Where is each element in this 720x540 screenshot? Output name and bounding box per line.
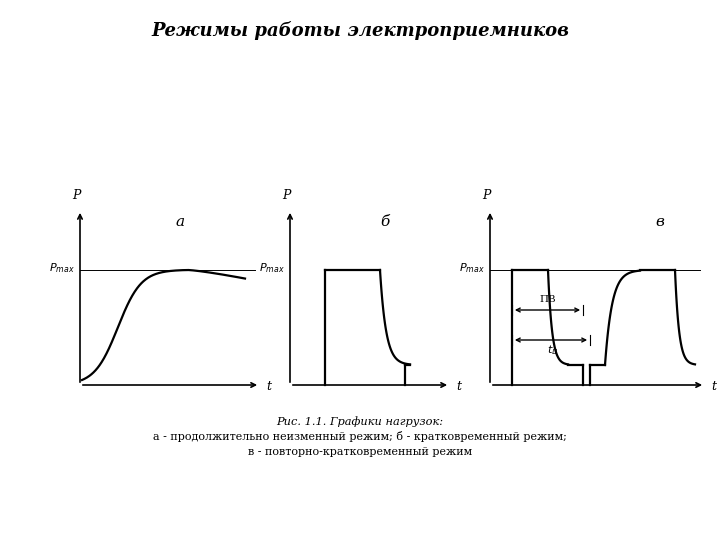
Text: а: а: [176, 215, 184, 229]
Text: P: P: [282, 189, 290, 202]
Text: $P_{max}$: $P_{max}$: [459, 261, 485, 275]
Text: б: б: [380, 215, 390, 229]
Text: $t_{ц}$: $t_{ц}$: [547, 343, 559, 358]
Text: t: t: [456, 381, 461, 394]
Text: $P_{max}$: $P_{max}$: [259, 261, 285, 275]
Text: t: t: [266, 381, 271, 394]
Text: в: в: [656, 215, 665, 229]
Text: ПВ: ПВ: [539, 295, 556, 304]
Text: P: P: [482, 189, 490, 202]
Text: P: P: [72, 189, 80, 202]
Text: а - продолжительно неизменный режим; б - кратковременный режим;: а - продолжительно неизменный режим; б -…: [153, 431, 567, 442]
Text: в - повторно-кратковременный режим: в - повторно-кратковременный режим: [248, 447, 472, 457]
Text: Рис. 1.1. Графики нагрузок:: Рис. 1.1. Графики нагрузок:: [276, 416, 444, 427]
Text: Режимы работы электроприемников: Режимы работы электроприемников: [151, 21, 569, 39]
Text: t: t: [711, 381, 716, 394]
Text: $P_{max}$: $P_{max}$: [49, 261, 75, 275]
